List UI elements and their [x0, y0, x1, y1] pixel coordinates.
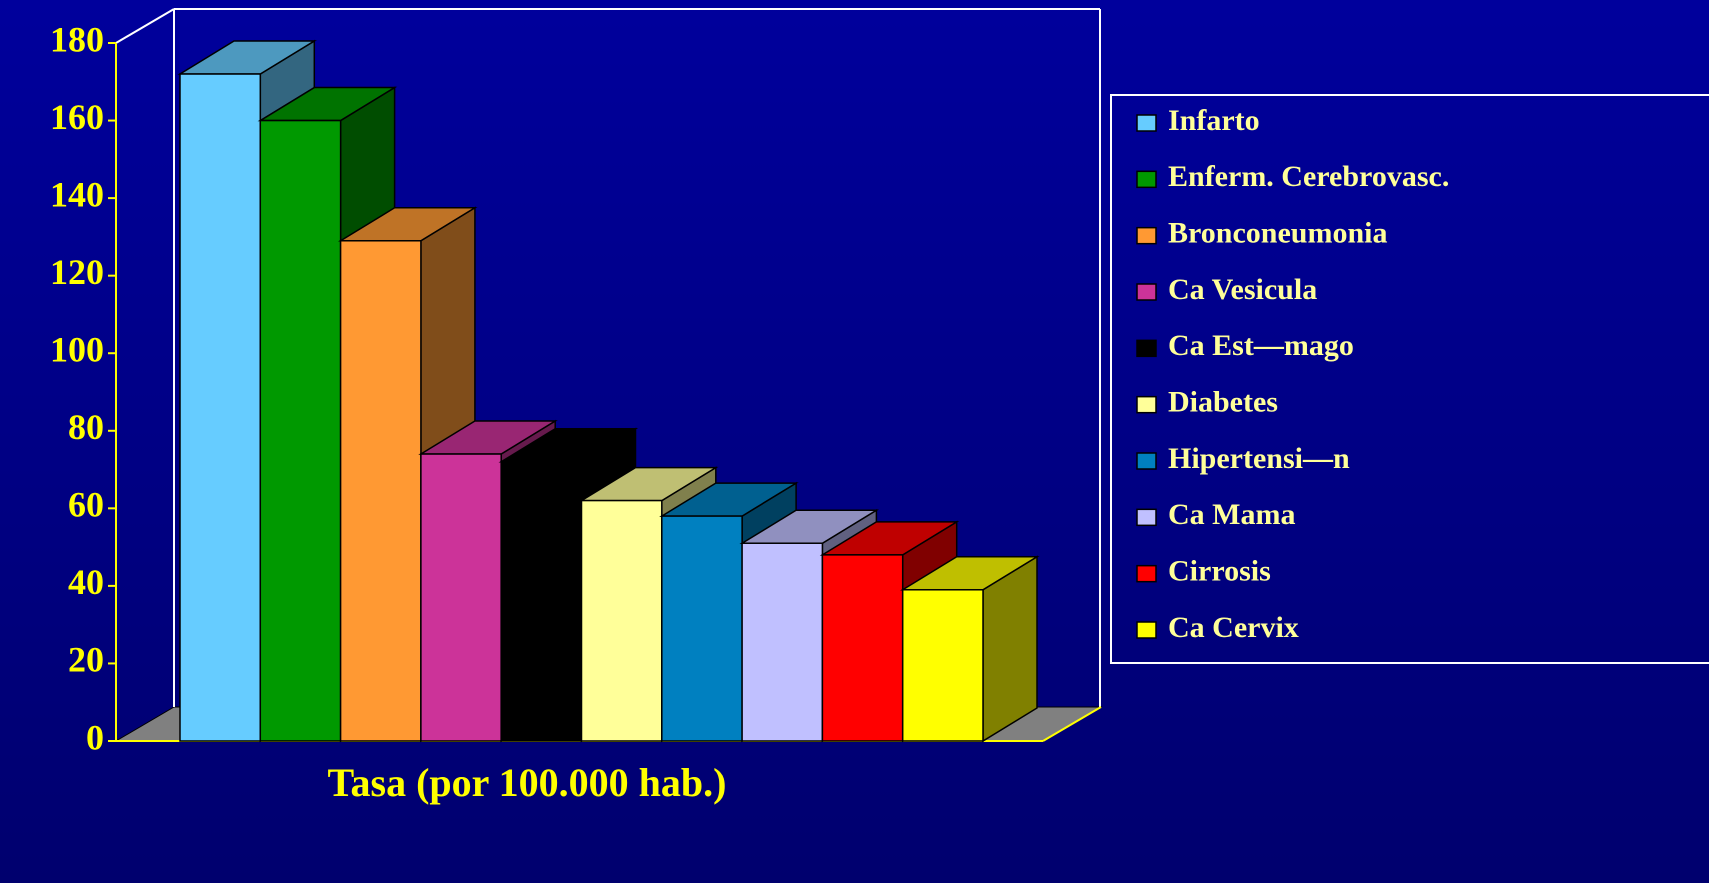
legend-label: Ca Cervix	[1168, 611, 1299, 644]
legend-label: Bronconeumonia	[1168, 217, 1387, 250]
legend-label: Ca Vesicula	[1168, 273, 1317, 306]
legend-label: Diabetes	[1168, 386, 1278, 419]
y-tick-label: 120	[50, 252, 104, 292]
y-tick-label: 0	[86, 717, 104, 757]
bar-front	[661, 515, 743, 742]
legend-swatch	[1136, 170, 1157, 189]
bar-front	[259, 119, 342, 742]
legend-swatch	[1136, 564, 1157, 583]
y-tick-label: 100	[50, 329, 104, 369]
x-axis-depth	[1042, 706, 1102, 742]
legend-swatch	[1136, 283, 1157, 301]
legend-label: Ca Est—mago	[1168, 329, 1354, 362]
y-tick-label: 40	[68, 562, 104, 602]
bar-front	[339, 240, 422, 742]
legend-label: Infarto	[1168, 104, 1260, 137]
y-tick-label: 20	[68, 640, 104, 680]
y-tick-label: 180	[50, 19, 104, 59]
y-tick-label: 80	[68, 407, 104, 447]
legend-label: Enferm. Cerebrovasc.	[1168, 160, 1449, 193]
wall-side-top	[115, 8, 175, 44]
legend-swatch	[1136, 452, 1157, 470]
legend-label: Hipertensi—n	[1168, 442, 1350, 475]
legend-swatch	[1136, 226, 1157, 245]
bar-front	[821, 554, 904, 742]
y-tick-label: 60	[68, 485, 104, 525]
legend-swatch	[1136, 339, 1157, 358]
bar-front	[741, 542, 824, 742]
legend-label: Ca Mama	[1168, 498, 1295, 531]
bar-front	[901, 589, 984, 742]
legend-label: Cirrosis	[1168, 555, 1271, 588]
bar	[900, 555, 1040, 743]
bar-front	[420, 453, 502, 742]
y-tick-label: 160	[50, 97, 104, 137]
x-axis-label: Tasa (por 100.000 hab.)	[328, 760, 727, 805]
legend-swatch	[1136, 508, 1157, 527]
legend-swatch	[1136, 395, 1157, 414]
legend-box	[1110, 94, 1709, 664]
legend-swatch	[1136, 114, 1157, 132]
bar-front	[500, 461, 583, 742]
y-tick-label: 140	[50, 174, 104, 214]
legend-swatch	[1136, 621, 1157, 639]
bar-front	[179, 73, 262, 742]
bar-front	[580, 499, 663, 742]
